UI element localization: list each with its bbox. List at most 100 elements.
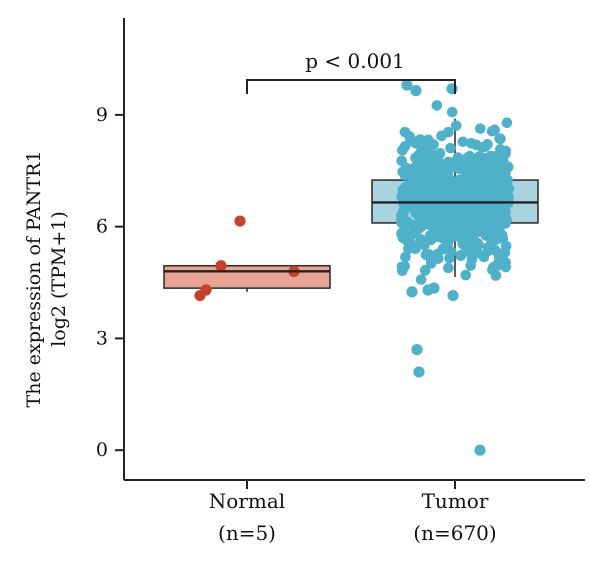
tumor-point: [465, 234, 477, 246]
tumor-point: [419, 239, 430, 251]
x-tick-label-tumor: Tumor: [422, 489, 489, 513]
tumor-point: [459, 158, 471, 169]
tumor-point: [460, 269, 472, 281]
tumor-point: [465, 195, 477, 206]
tumor-point: [500, 261, 512, 273]
tumor-point: [489, 124, 500, 136]
tumor-point: [446, 106, 458, 118]
tumor-outlier-point: [447, 289, 459, 302]
tumor-point: [476, 142, 488, 153]
tumor-point: [454, 212, 465, 224]
tumor-point: [400, 215, 411, 227]
tumor-outlier-point: [422, 284, 434, 296]
x-tick-label-normal: Normal: [209, 489, 285, 513]
tumor-point: [410, 188, 421, 200]
tumor-point: [462, 207, 473, 219]
tumor-point: [503, 183, 515, 195]
normal-point: [234, 215, 246, 227]
tumor-point: [448, 159, 460, 171]
tumor-outlier-point: [474, 444, 486, 456]
tumor-point: [461, 216, 473, 228]
tumor-point: [481, 159, 493, 171]
tumor-point: [432, 253, 444, 264]
tumor-point: [485, 181, 496, 193]
tumor-point: [400, 251, 411, 263]
data-points: [164, 79, 538, 456]
y-axis-label-line-2: log2 (TPM+1): [48, 211, 70, 347]
tumor-point: [466, 173, 478, 185]
significance-bracket: p < 0.001: [246, 49, 456, 94]
tumor-point: [410, 152, 421, 164]
tumor-point: [493, 251, 505, 263]
tumor-point: [428, 139, 439, 150]
tumor-point: [467, 185, 478, 197]
tumor-point: [434, 189, 445, 200]
x-tick-sublabel-normal: (n=5): [218, 521, 276, 545]
tumor-point: [489, 172, 501, 184]
tumor-outlier-point: [413, 366, 425, 378]
tumor-point: [399, 126, 411, 138]
tumor-point: [415, 168, 427, 180]
tumor-point: [485, 150, 496, 162]
y-tick-label: 9: [96, 104, 108, 126]
tumor-point: [444, 252, 455, 264]
tumor-point: [419, 148, 431, 160]
tumor-point: [484, 241, 496, 253]
tumor-point: [487, 264, 498, 276]
tumor-point: [475, 123, 486, 134]
tumor-point: [442, 238, 453, 250]
tumor-point: [457, 136, 469, 148]
tumor-point: [444, 173, 455, 185]
box-normal: [163, 264, 331, 289]
tumor-point: [414, 134, 426, 145]
tumor-point: [496, 207, 507, 218]
tumor-point: [457, 176, 469, 188]
normal-point: [194, 289, 206, 302]
tumor-point: [486, 225, 497, 236]
tumor-point: [406, 239, 418, 250]
tumor-point: [432, 157, 444, 169]
tumor-point: [443, 182, 455, 194]
tumor-point: [498, 156, 509, 167]
tumor-point: [399, 202, 411, 214]
tumor-point: [423, 189, 435, 200]
tumor-point: [483, 213, 494, 225]
tumor-point: [449, 226, 461, 238]
y-tick-label: 6: [96, 216, 108, 238]
tumor-point: [445, 142, 456, 154]
tumor-point: [456, 249, 467, 261]
tumor-point: [503, 192, 514, 204]
tumor-point: [494, 133, 505, 144]
x-tick-sublabel-tumor: (n=670): [413, 521, 496, 545]
tumor-point: [497, 233, 509, 244]
tumor-outlier-point: [401, 79, 413, 91]
tumor-point: [396, 155, 407, 167]
significance-bracket-line: [246, 79, 456, 94]
tumor-point: [495, 198, 506, 210]
normal-point: [215, 260, 227, 272]
tumor-point: [413, 211, 425, 223]
tumor-point: [418, 201, 430, 212]
tumor-point: [430, 172, 442, 183]
tumor-point: [415, 274, 427, 285]
tumor-point: [397, 232, 409, 244]
tumor-point: [478, 251, 490, 263]
significance-label: p < 0.001: [305, 49, 405, 73]
tumor-point: [426, 207, 437, 219]
tumor-point: [431, 100, 443, 111]
tumor-point: [450, 120, 462, 131]
y-tick-label: 0: [96, 439, 108, 461]
tumor-outlier-point: [410, 85, 422, 97]
tumor-point: [396, 265, 408, 277]
tumor-point: [405, 180, 416, 192]
tumor-point: [501, 117, 513, 129]
tumor-outlier-point: [406, 286, 418, 298]
y-tick-label: 3: [96, 327, 108, 349]
tumor-point: [471, 164, 483, 176]
tumor-point: [404, 166, 416, 178]
tumor-outlier-point: [411, 343, 423, 356]
y-axis-label-line-1: The expression of PANTR1: [23, 151, 45, 408]
tumor-point: [419, 265, 431, 276]
